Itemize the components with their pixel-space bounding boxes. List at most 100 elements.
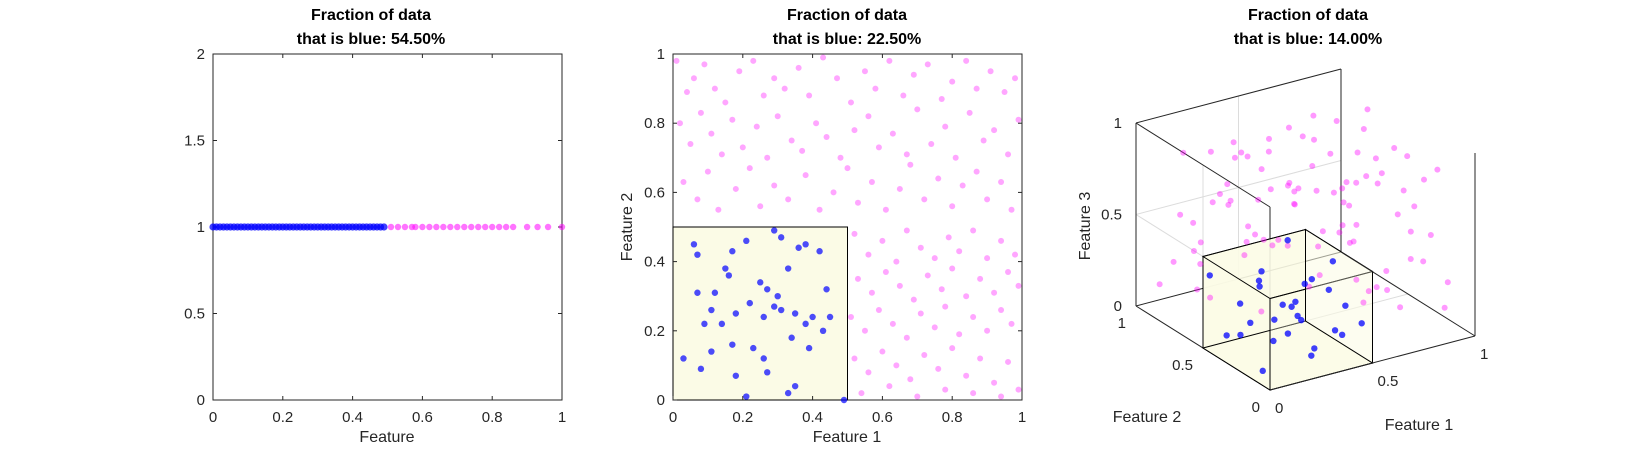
chart-2-point-magenta xyxy=(757,203,764,210)
chart-3-point-magenta xyxy=(1363,173,1370,180)
chart-3-ztick-label: 0.5 xyxy=(1101,207,1122,224)
chart-1-point-magenta xyxy=(482,223,489,231)
chart-2-point-magenta xyxy=(865,251,872,258)
chart-2-point-magenta xyxy=(970,313,977,320)
chart-1-point-magenta xyxy=(489,223,496,231)
chart-2-point-blue xyxy=(708,348,715,355)
chart-2-point-magenta xyxy=(924,272,931,279)
chart-3-point-magenta xyxy=(1197,239,1204,246)
chart-2-point-blue xyxy=(708,306,715,314)
chart-2-point-magenta xyxy=(984,196,991,203)
chart-2-point-magenta xyxy=(949,78,956,85)
chart-3-point-magenta xyxy=(1230,139,1237,146)
chart-2-point-magenta xyxy=(690,75,697,82)
chart-1-ytick-label: 1.5 xyxy=(184,133,205,150)
chart-3-ylabel: Feature 2 xyxy=(1113,409,1182,426)
chart-3-point-magenta xyxy=(1336,229,1343,236)
chart-2-ticks: 0 0.2 0.4 0.6 0.8 1 0 0.2 0.4 0.6 0.8 1 xyxy=(644,46,1026,426)
chart-3-ztick-label: 1 xyxy=(1114,115,1122,132)
chart-2-point-magenta xyxy=(806,92,813,99)
chart-3-point-magenta xyxy=(1353,221,1360,228)
chart-2-point-magenta xyxy=(942,386,949,393)
chart-3-point-blue xyxy=(1258,268,1265,275)
chart-2-point-magenta xyxy=(872,85,879,92)
chart-2-point-magenta xyxy=(868,289,875,296)
chart-1-point-magenta xyxy=(394,223,402,231)
chart-3-point-magenta xyxy=(1260,236,1267,243)
chart-2-point-magenta xyxy=(875,144,882,151)
chart-3-point-magenta xyxy=(1333,118,1340,125)
chart-2-point-magenta xyxy=(907,161,914,168)
chart-1-point-magenta xyxy=(401,223,409,231)
chart-2-point-magenta xyxy=(847,99,854,106)
chart-2-point-magenta xyxy=(970,227,977,234)
chart-3-point-magenta xyxy=(1275,236,1282,243)
chart-2-point-magenta xyxy=(1005,358,1012,365)
chart-1-point-magenta xyxy=(454,223,461,231)
chart-1-ytick-label: 0.5 xyxy=(184,306,205,323)
chart-2-ytick-label: 0.8 xyxy=(644,115,665,132)
chart-3-point-magenta xyxy=(1353,179,1360,186)
chart-2-points xyxy=(673,54,1022,404)
chart-3-point-blue xyxy=(1301,280,1308,287)
chart-2-title-line-1: Fraction of data xyxy=(787,7,907,24)
chart-3-point-blue xyxy=(1292,298,1299,305)
chart-3-point-blue xyxy=(1259,367,1266,375)
chart-3-point-magenta xyxy=(1291,188,1298,195)
chart-3-point-blue xyxy=(1342,302,1349,309)
chart-2-point-magenta xyxy=(854,275,861,282)
chart-2-point-magenta xyxy=(998,179,1005,186)
chart-2-point-magenta xyxy=(914,106,921,113)
chart-2-point-magenta xyxy=(781,85,788,92)
chart-2-ytick-label: 0.6 xyxy=(644,184,665,201)
chart-3-points xyxy=(1156,106,1451,375)
chart-1-xtick-label: 0 xyxy=(209,409,217,426)
chart-2-point-magenta xyxy=(865,113,872,120)
chart-2-point-blue xyxy=(729,341,736,348)
chart-3-point-magenta xyxy=(1346,239,1353,246)
chart-2-point-magenta xyxy=(680,179,687,186)
chart-2-ytick-label: 0.4 xyxy=(644,254,665,271)
chart-3-point-magenta xyxy=(1340,199,1347,206)
chart-3-point-magenta xyxy=(1309,163,1316,170)
chart-3-point-magenta xyxy=(1420,258,1427,265)
chart-2-point-magenta xyxy=(903,227,910,234)
chart-2-point-magenta xyxy=(889,320,896,327)
chart-2-point-magenta xyxy=(715,206,722,213)
chart-3-point-magenta xyxy=(1252,231,1259,238)
chart-2-point-magenta xyxy=(956,331,963,338)
chart-2-point-blue xyxy=(774,293,781,300)
chart-3-point-magenta xyxy=(1364,106,1371,113)
chart-2-point-blue xyxy=(791,310,799,317)
chart-2-point-blue xyxy=(722,265,729,272)
chart-3-point-magenta xyxy=(1180,149,1187,156)
chart-2-point-blue xyxy=(764,286,771,293)
chart-3-axis-edge xyxy=(1135,122,1271,208)
chart-2-point-magenta xyxy=(935,365,942,372)
chart-3-blue-region-right xyxy=(1305,228,1373,364)
chart-2-point-magenta xyxy=(697,109,704,116)
chart-2-point-magenta xyxy=(732,185,739,192)
chart-3-ytick-label: 0.5 xyxy=(1172,357,1193,374)
chart-1-xtick-label: 0.4 xyxy=(342,409,363,426)
chart-2-xlabel: Feature 1 xyxy=(813,429,882,446)
chart-2-point-blue xyxy=(690,241,698,248)
chart-2-point-magenta xyxy=(771,182,778,189)
chart-2-point-magenta xyxy=(963,57,970,64)
chart-2-point-magenta xyxy=(830,189,837,196)
chart-2-point-blue xyxy=(809,313,816,321)
chart-3-point-blue xyxy=(1256,283,1263,290)
chart-2-point-blue xyxy=(784,265,792,272)
chart-2-point-magenta xyxy=(938,95,945,102)
chart-2-xtick-label: 0.8 xyxy=(942,409,963,426)
chart-3-point-blue xyxy=(1308,275,1316,283)
chart-1-point-magenta xyxy=(412,223,419,231)
chart-2-point-magenta xyxy=(1015,282,1022,289)
chart-2-point-magenta xyxy=(1005,268,1012,275)
chart-3-blue-region xyxy=(1201,228,1374,391)
chart-2-point-magenta xyxy=(750,57,757,64)
chart-3-point-magenta xyxy=(1384,286,1391,293)
chart-2-point-magenta xyxy=(746,165,753,172)
chart-2-point-magenta xyxy=(879,348,886,355)
